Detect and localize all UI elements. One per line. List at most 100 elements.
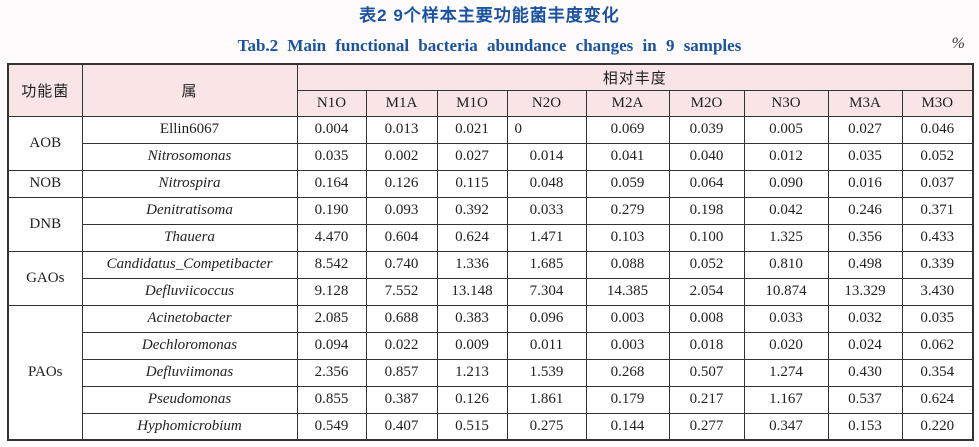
abundance-value-cell: 2.054: [668, 277, 745, 306]
genus-cell: Thauera: [81, 223, 298, 252]
sample-column-header: N2O: [506, 89, 587, 117]
abundance-value-cell: 0.005: [743, 115, 829, 144]
abundance-value-cell: 0.027: [827, 115, 903, 144]
table-row: GAOs Candidatus_Competibacter 8.542 0.740 1.…: [7, 250, 974, 306]
abundance-value-cell: 1.539: [506, 358, 587, 387]
table-row: Dechloromonas 0.094 0.022 0.009 0.011 0.003 0.…: [8, 331, 974, 360]
abundance-value-cell: 7.304: [506, 277, 587, 306]
abundance-value-cell: 2.356: [296, 358, 367, 387]
abundance-value-cell: 1.685: [506, 250, 587, 279]
abundance-value-cell: 0.024: [827, 331, 903, 360]
header-row-top: 功能菌 属 相对丰度: [7, 63, 974, 117]
abundance-value-cell: 0.021: [436, 115, 508, 144]
abundance-value-cell: 0.002: [365, 142, 438, 171]
abundance-value-cell: 0.507: [668, 358, 745, 387]
sample-column-header: M1O: [436, 89, 508, 117]
table-row: Defluviicoccus 9.128 7.552 13.148 7.304 14.38…: [8, 277, 974, 306]
functional-group-cell: DNB: [7, 196, 83, 252]
abundance-value-cell: 0.179: [585, 385, 670, 414]
abundance-value-cell: 0.035: [296, 142, 367, 171]
abundance-value-cell: 0.387: [365, 385, 438, 414]
abundance-value-cell: 0.515: [436, 412, 508, 441]
genus-cell: Pseudomonas: [81, 385, 298, 414]
table-caption-zh: 表2 9个样本主要功能菌丰度变化: [359, 6, 620, 25]
table-row: DNB Denitratisoma 0.190 0.093 0.392 0.033 0.27…: [7, 196, 974, 252]
abundance-value-cell: 1.861: [506, 385, 587, 414]
caption-en-row: Tab.2 Main functional bacteria abundance…: [0, 34, 979, 57]
abundance-value-cell: 0.347: [743, 412, 829, 441]
abundance-value-cell: 0.035: [827, 142, 903, 171]
abundance-value-cell: 1.325: [743, 223, 829, 252]
header-functional-bacteria: 功能菌: [7, 63, 83, 117]
abundance-value-cell: 0.356: [827, 223, 903, 252]
genus-cell: Candidatus_Competibacter: [81, 250, 298, 279]
abundance-value-cell: 0.004: [296, 115, 367, 144]
abundance-value-cell: 0.096: [506, 304, 587, 333]
functional-group-cell: AOB: [7, 115, 83, 171]
abundance-value-cell: 0.275: [506, 412, 587, 441]
abundance-value-cell: 0.022: [365, 331, 438, 360]
sample-column-header: M2A: [585, 89, 670, 117]
abundance-value-cell: 0.041: [585, 142, 670, 171]
abundance-value-cell: 0.013: [365, 115, 438, 144]
sample-column-header: N3O: [743, 89, 829, 117]
abundance-value-cell: 0.339: [901, 250, 974, 279]
abundance-value-cell: 0.688: [365, 304, 438, 333]
abundance-value-cell: 0.003: [585, 331, 670, 360]
abundance-value-cell: 0.018: [668, 331, 745, 360]
abundance-value-cell: 0.383: [436, 304, 508, 333]
abundance-value-cell: 0.144: [585, 412, 670, 441]
table-row: Hyphomicrobium 0.549 0.407 0.515 0.275 0.144 0…: [8, 412, 974, 441]
abundance-value-cell: 0.009: [436, 331, 508, 360]
genus-cell: Dechloromonas: [81, 331, 298, 360]
abundance-value-cell: 0.003: [585, 304, 670, 333]
abundance-value-cell: 0.164: [296, 169, 367, 198]
abundance-value-cell: 3.430: [901, 277, 974, 306]
functional-group-cell: PAOs: [7, 304, 83, 441]
header-relative-abundance: 相对丰度: [296, 63, 974, 91]
abundance-value-cell: 0.094: [296, 331, 367, 360]
abundance-value-cell: 0.035: [901, 304, 974, 333]
abundance-value-cell: 0.027: [436, 142, 508, 171]
abundance-value-cell: 0.040: [668, 142, 745, 171]
sample-column-header: M3O: [901, 89, 974, 117]
genus-cell: Hyphomicrobium: [81, 412, 298, 441]
table-row: PAOs Acinetobacter 2.085 0.688 0.383 0.096 0.0…: [7, 304, 974, 441]
abundance-value-cell: 0.037: [901, 169, 974, 198]
abundance-value-cell: 0.012: [743, 142, 829, 171]
table-row: Thauera 4.470 0.604 0.624 1.471 0.103 0.100 1.3…: [8, 223, 974, 252]
table-header: 功能菌 属 相对丰度 N1O M1A M1O N2O M2A M2O N3O M3A M3O: [7, 63, 974, 117]
abundance-value-cell: 0.407: [365, 412, 438, 441]
table-row: NOB Nitrospira 0.164 0.126 0.115 0.048 0.059 0.…: [7, 169, 974, 198]
abundance-value-cell: 13.329: [827, 277, 903, 306]
abundance-value-cell: 1.213: [436, 358, 508, 387]
abundance-value-cell: 0.604: [365, 223, 438, 252]
functional-group-cell: NOB: [7, 169, 83, 198]
abundance-value-cell: 0: [506, 115, 587, 144]
abundance-value-cell: 0.090: [743, 169, 829, 198]
genus-cell: Denitratisoma: [81, 196, 298, 225]
genus-cell: Nitrospira: [81, 169, 298, 198]
abundance-value-cell: 0.277: [668, 412, 745, 441]
abundance-value-cell: 0.220: [901, 412, 974, 441]
abundance-value-cell: 0.624: [436, 223, 508, 252]
abundance-value-cell: 0.498: [827, 250, 903, 279]
abundance-value-cell: 0.032: [827, 304, 903, 333]
abundance-value-cell: 0.052: [901, 142, 974, 171]
sample-column-header: N1O: [296, 89, 367, 117]
abundance-value-cell: 0.048: [506, 169, 587, 198]
abundance-value-cell: 0.069: [585, 115, 670, 144]
sample-column-header: M3A: [827, 89, 903, 117]
abundance-value-cell: 0.062: [901, 331, 974, 360]
abundance-value-cell: 0.008: [668, 304, 745, 333]
table-row: Nitrosomonas 0.035 0.002 0.027 0.014 0.041 0.0…: [8, 142, 974, 171]
functional-group-cell: GAOs: [7, 250, 83, 306]
abundance-value-cell: 7.552: [365, 277, 438, 306]
abundance-value-cell: 0.046: [901, 115, 974, 144]
header-genus: 属: [81, 63, 298, 117]
unit-label: %: [951, 35, 965, 52]
abundance-value-cell: 0.126: [436, 385, 508, 414]
abundance-value-cell: 0.103: [585, 223, 670, 252]
table-row: Pseudomonas 0.855 0.387 0.126 1.861 0.179 0.21…: [8, 385, 974, 414]
